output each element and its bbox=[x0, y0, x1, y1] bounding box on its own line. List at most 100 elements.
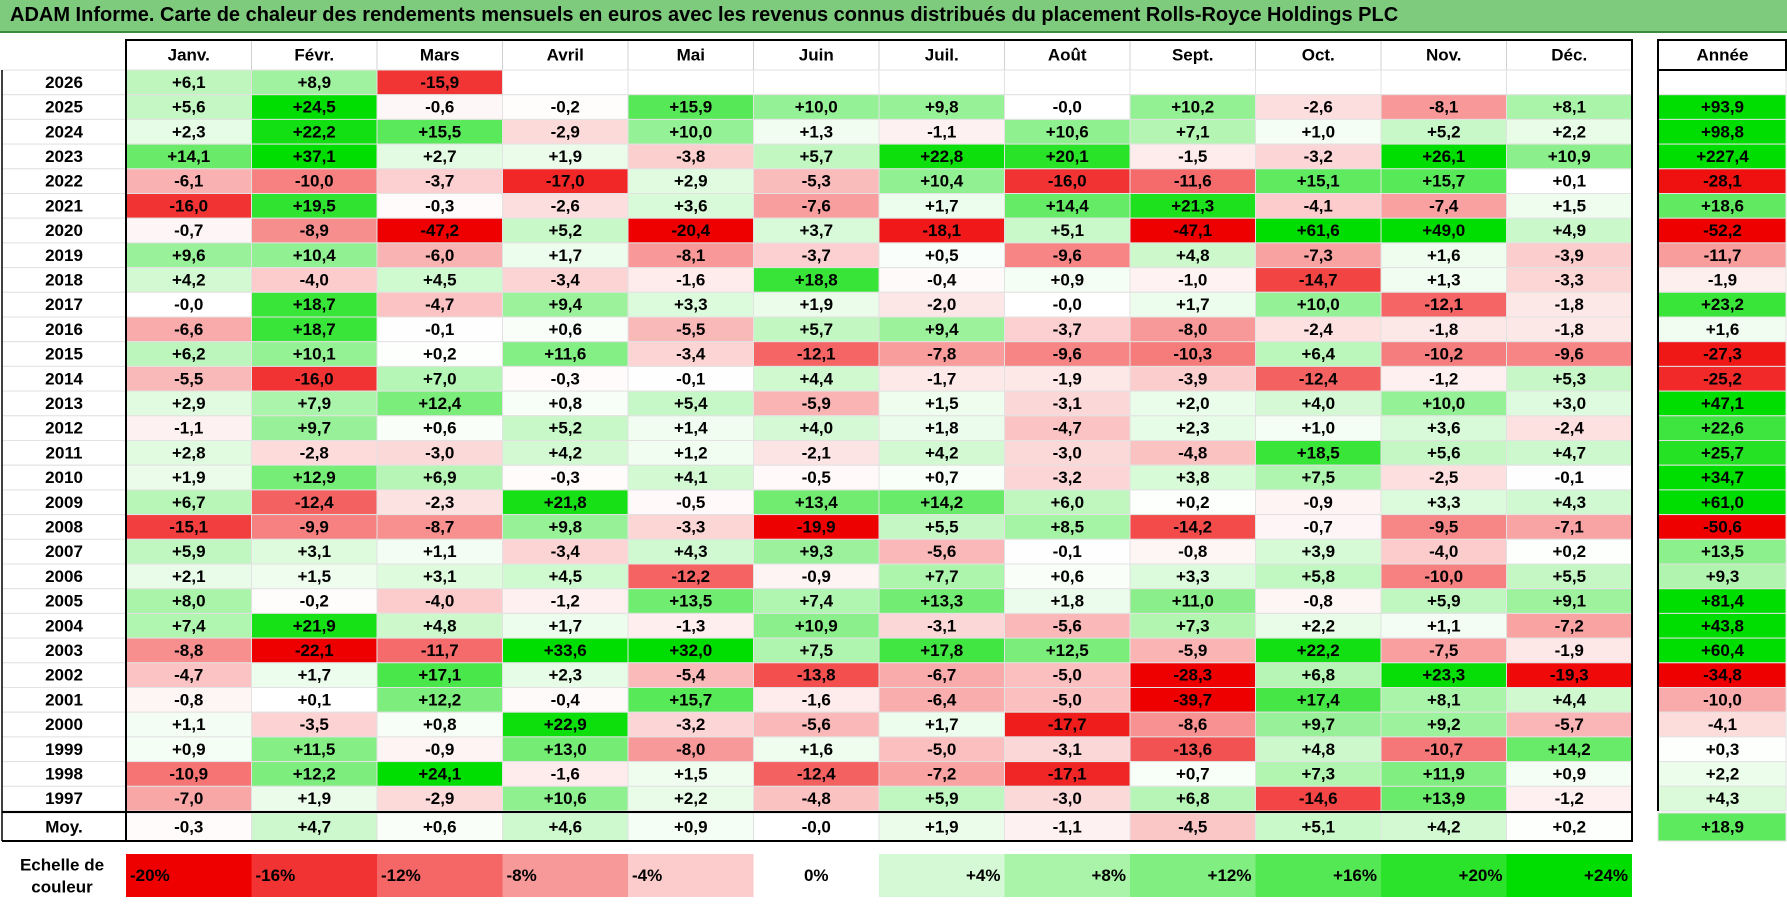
heatmap-cell-value: +3,8 bbox=[1176, 468, 1210, 487]
heatmap-cell bbox=[1004, 94, 1131, 120]
heatmap-cell-value: -3,5 bbox=[300, 715, 329, 734]
heatmap-cell bbox=[376, 588, 503, 614]
heatmap-cell bbox=[1004, 291, 1131, 318]
heatmap-cell-value: +0,7 bbox=[1176, 764, 1210, 783]
annual-cell-value: +0,3 bbox=[1706, 740, 1740, 759]
heatmap-cell bbox=[125, 267, 252, 293]
heatmap-cell bbox=[1129, 193, 1256, 219]
heatmap-cell-value: +10,6 bbox=[544, 789, 587, 808]
annual-cell bbox=[1657, 217, 1787, 244]
heatmap-cell bbox=[1255, 563, 1382, 590]
heatmap-cell-value: +1,9 bbox=[172, 468, 206, 487]
color-scale-label: +16% bbox=[1333, 866, 1377, 885]
heatmap-cell bbox=[125, 316, 252, 343]
average-cell bbox=[1004, 812, 1131, 842]
heatmap-cell-value: +0,8 bbox=[423, 715, 457, 734]
heatmap-cell-value: -3,1 bbox=[1053, 394, 1082, 413]
heatmap-cell bbox=[1380, 563, 1507, 590]
heatmap-cell-value: +5,2 bbox=[1427, 122, 1461, 141]
year-label-cell bbox=[1, 637, 127, 664]
color-scale-swatch bbox=[126, 854, 252, 897]
heatmap-cell bbox=[376, 267, 503, 293]
heatmap-cell bbox=[753, 69, 880, 96]
heatmap-cell-value: +0,9 bbox=[1552, 764, 1586, 783]
heatmap-cell bbox=[1380, 415, 1507, 441]
heatmap-cell bbox=[1004, 612, 1131, 639]
heatmap-cell bbox=[1506, 464, 1633, 491]
annual-cell-value: -52,2 bbox=[1703, 221, 1742, 240]
heatmap-cell bbox=[1129, 415, 1256, 441]
heatmap-cell-value: -12,1 bbox=[1424, 295, 1463, 314]
heatmap-cell bbox=[1380, 538, 1507, 565]
annual-cell-value: -28,1 bbox=[1703, 172, 1742, 191]
heatmap-cell-value: +7,4 bbox=[799, 592, 833, 611]
annual-cell-value: +227,4 bbox=[1696, 147, 1749, 166]
heatmap-cell bbox=[878, 217, 1005, 244]
heatmap-cell-value: -2,6 bbox=[1304, 98, 1333, 117]
heatmap-cell bbox=[1380, 711, 1507, 738]
color-scale-swatch bbox=[377, 854, 503, 897]
color-scale-swatch bbox=[753, 854, 879, 897]
heatmap-cell bbox=[1004, 785, 1131, 812]
heatmap-cell-value: -3,4 bbox=[676, 345, 706, 364]
heatmap-cell-value: -2,1 bbox=[802, 443, 831, 462]
heatmap-cell-value: +5,1 bbox=[1050, 221, 1084, 240]
heatmap-cell bbox=[753, 267, 880, 293]
year-label: 1997 bbox=[45, 789, 83, 808]
average-cell bbox=[502, 812, 629, 842]
color-scale-label: -4% bbox=[632, 866, 662, 885]
heatmap-cell bbox=[251, 316, 378, 343]
heatmap-cell-value: +4,3 bbox=[674, 542, 708, 561]
heatmap-cell-value: +0,8 bbox=[548, 394, 582, 413]
year-label: 2001 bbox=[45, 690, 83, 709]
heatmap-cell bbox=[753, 341, 880, 367]
heatmap-cell bbox=[1506, 440, 1633, 466]
heatmap-cell-value: +10,2 bbox=[1171, 98, 1214, 117]
heatmap-cell bbox=[502, 143, 629, 170]
heatmap-cell-value: +15,7 bbox=[669, 690, 712, 709]
heatmap-cell bbox=[1506, 341, 1633, 367]
heatmap-cell-value: -0,2 bbox=[300, 592, 329, 611]
heatmap-cell-value: +1,1 bbox=[423, 542, 457, 561]
heatmap-cell bbox=[1255, 440, 1382, 466]
heatmap-cell-value: -16,0 bbox=[169, 196, 208, 215]
heatmap-cell-value: -3,4 bbox=[551, 542, 581, 561]
heatmap-cell-value: +1,9 bbox=[548, 147, 582, 166]
heatmap-cell-value: +12,2 bbox=[293, 764, 336, 783]
month-header-label: Avril bbox=[547, 46, 584, 65]
heatmap-cell bbox=[376, 440, 503, 466]
heatmap-cell-value: -3,0 bbox=[1053, 443, 1082, 462]
heatmap-cell-value: -1,9 bbox=[1555, 641, 1584, 660]
month-header-label: Févr. bbox=[294, 46, 334, 65]
heatmap-cell-value: +0,1 bbox=[1552, 172, 1586, 191]
heatmap-cell-value: +9,7 bbox=[1301, 715, 1335, 734]
annual-cell bbox=[1657, 143, 1787, 170]
heatmap-cell bbox=[753, 687, 880, 713]
heatmap-cell-value: +4,2 bbox=[172, 270, 206, 289]
month-header-label: Oct. bbox=[1302, 46, 1335, 65]
heatmap-cell-value: -47,1 bbox=[1173, 221, 1212, 240]
heatmap-cell bbox=[502, 291, 629, 318]
heatmap-cell-value: +7,0 bbox=[423, 369, 457, 388]
heatmap-cell bbox=[753, 440, 880, 466]
heatmap-cell bbox=[1255, 464, 1382, 491]
annual-cell-value: +61,0 bbox=[1701, 493, 1744, 512]
heatmap-cell-value: -3,0 bbox=[1053, 789, 1082, 808]
heatmap-cell-value: +10,9 bbox=[795, 616, 838, 635]
year-label: 1999 bbox=[45, 740, 83, 759]
heatmap-cell-value: -7,4 bbox=[1429, 196, 1459, 215]
heatmap-cell bbox=[878, 168, 1005, 195]
heatmap-cell bbox=[753, 464, 880, 491]
heatmap-cell bbox=[251, 291, 378, 318]
annual-cell-value: +9,3 bbox=[1706, 567, 1740, 586]
heatmap-cell bbox=[1380, 662, 1507, 688]
color-scale-label: -8% bbox=[507, 866, 537, 885]
heatmap-cell-value: -18,1 bbox=[922, 221, 961, 240]
heatmap-cell-value: +1,3 bbox=[1427, 270, 1461, 289]
heatmap-cell-value: -0,0 bbox=[1053, 295, 1082, 314]
heatmap-cell-value: +9,8 bbox=[925, 98, 959, 117]
heatmap-cell-value: +8,1 bbox=[1552, 98, 1586, 117]
heatmap-cell-value: +1,0 bbox=[1301, 419, 1335, 438]
heatmap-cell bbox=[1129, 563, 1256, 590]
heatmap-cell-value: +9,8 bbox=[548, 517, 582, 536]
